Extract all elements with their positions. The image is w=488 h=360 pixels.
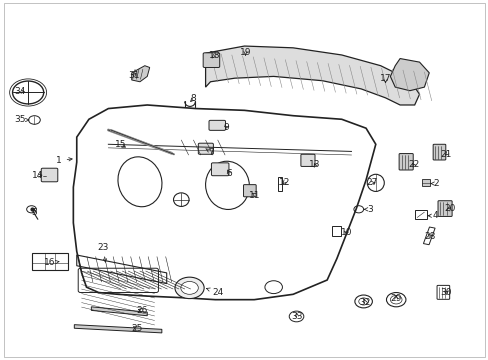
Text: 30: 30 <box>440 288 451 297</box>
Text: 25: 25 <box>131 324 142 333</box>
Circle shape <box>27 206 36 213</box>
Text: 16: 16 <box>44 258 59 267</box>
Text: 5: 5 <box>32 208 37 217</box>
Text: 20: 20 <box>443 204 454 213</box>
Text: 11: 11 <box>249 190 261 199</box>
Text: 34: 34 <box>14 87 25 96</box>
Text: 13: 13 <box>308 161 320 170</box>
FancyBboxPatch shape <box>437 201 451 216</box>
Text: 14: 14 <box>32 171 43 180</box>
Text: 23: 23 <box>98 243 109 262</box>
PathPatch shape <box>91 307 147 316</box>
PathPatch shape <box>205 46 419 105</box>
Bar <box>414 210 426 219</box>
Text: 29: 29 <box>390 294 401 303</box>
Text: 8: 8 <box>190 94 196 103</box>
Bar <box>277 177 282 192</box>
Text: 12: 12 <box>278 177 289 186</box>
FancyBboxPatch shape <box>398 154 412 170</box>
Text: 22: 22 <box>407 161 419 170</box>
Bar <box>423 227 434 245</box>
FancyBboxPatch shape <box>243 185 256 197</box>
FancyBboxPatch shape <box>208 120 225 130</box>
Text: 18: 18 <box>208 51 220 60</box>
Text: 17: 17 <box>379 74 390 83</box>
FancyBboxPatch shape <box>432 144 445 160</box>
Text: 7: 7 <box>205 148 214 157</box>
Text: 9: 9 <box>223 123 228 132</box>
PathPatch shape <box>74 325 162 333</box>
Text: 2: 2 <box>430 179 439 188</box>
Bar <box>31 253 68 270</box>
Text: 35: 35 <box>14 116 29 125</box>
Text: 33: 33 <box>291 312 302 321</box>
Text: 19: 19 <box>239 48 251 57</box>
Bar <box>331 226 340 237</box>
FancyBboxPatch shape <box>211 163 228 176</box>
Text: 24: 24 <box>206 288 223 297</box>
Text: 6: 6 <box>225 169 231 178</box>
Text: 28: 28 <box>424 232 435 241</box>
Text: 26: 26 <box>137 306 148 315</box>
Circle shape <box>181 282 198 294</box>
Text: 10: 10 <box>340 228 352 237</box>
FancyBboxPatch shape <box>41 168 58 182</box>
FancyBboxPatch shape <box>198 143 213 154</box>
Text: 15: 15 <box>115 140 126 149</box>
Text: 1: 1 <box>56 156 72 165</box>
Text: 32: 32 <box>359 298 370 307</box>
Text: 21: 21 <box>440 150 451 159</box>
Text: 27: 27 <box>366 178 377 187</box>
PathPatch shape <box>389 59 428 91</box>
Circle shape <box>175 277 203 298</box>
Text: 31: 31 <box>128 71 139 80</box>
FancyBboxPatch shape <box>203 53 219 67</box>
Text: 3: 3 <box>364 205 372 214</box>
Bar <box>421 179 429 186</box>
FancyBboxPatch shape <box>300 154 314 166</box>
Text: 4: 4 <box>427 211 438 220</box>
PathPatch shape <box>131 66 149 82</box>
